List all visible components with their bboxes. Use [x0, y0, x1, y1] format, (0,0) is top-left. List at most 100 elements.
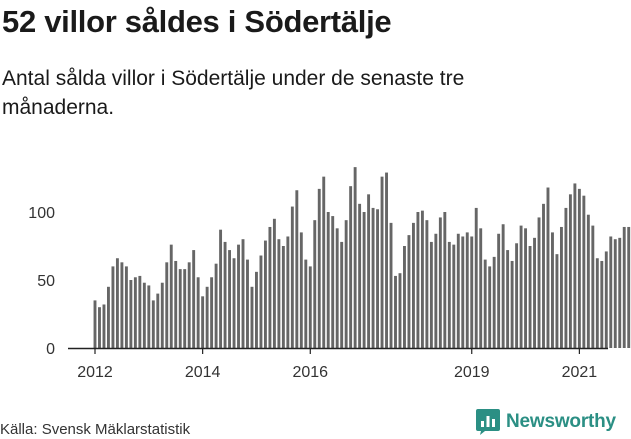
bar [107, 286, 110, 348]
bar [600, 260, 604, 348]
brand-logo[interactable]: Newsworthy [476, 409, 616, 435]
bar [165, 262, 169, 348]
bar [358, 203, 362, 348]
y-tick-label: 100 [28, 205, 55, 222]
bar [443, 212, 447, 348]
bar [178, 269, 182, 348]
bar [389, 222, 393, 348]
bar [559, 226, 563, 348]
bar [349, 186, 353, 348]
bar [438, 217, 442, 348]
x-tick-label: 2016 [292, 364, 328, 381]
bar [241, 239, 245, 348]
bar [515, 243, 519, 348]
bar [555, 254, 559, 348]
bar [609, 236, 613, 348]
y-tick-label: 50 [37, 273, 55, 290]
bar [434, 233, 438, 348]
bar [416, 212, 420, 348]
bar [335, 228, 339, 348]
bar [277, 239, 281, 348]
bar [613, 239, 617, 348]
bar [488, 266, 492, 348]
bar [470, 236, 474, 348]
x-tick-label: 2021 [562, 364, 598, 381]
bar [268, 226, 272, 348]
bar [232, 258, 236, 348]
bar [344, 220, 348, 348]
bar [308, 266, 312, 348]
bar [582, 195, 586, 348]
bar [317, 188, 321, 348]
bar [380, 176, 384, 348]
bar [304, 259, 308, 348]
bar [506, 250, 510, 348]
bar [537, 217, 541, 348]
bar [259, 255, 263, 348]
bar [124, 266, 128, 348]
source-note: Källa: Svensk Mäklarstatistik [0, 421, 191, 438]
bar [497, 233, 501, 348]
chart-title: 52 villor såldes i Södertälje [2, 4, 392, 39]
bar [546, 187, 550, 348]
bar [479, 228, 483, 348]
bar [533, 237, 536, 348]
bar [524, 228, 528, 348]
bar [420, 210, 424, 348]
bar [151, 300, 155, 348]
bar [281, 246, 285, 348]
bar [219, 229, 223, 348]
bar [228, 250, 231, 348]
bar [326, 212, 330, 348]
bar [183, 269, 187, 348]
bar [299, 232, 303, 348]
bar [160, 282, 164, 348]
bar [591, 225, 595, 348]
x-tick-label: 2014 [185, 364, 221, 381]
bar [586, 214, 590, 348]
bar [542, 203, 545, 348]
bar [353, 167, 357, 348]
bar [425, 220, 429, 348]
bar [115, 258, 119, 348]
bar [528, 246, 532, 348]
bar [385, 172, 388, 348]
bar [371, 207, 375, 348]
bar [595, 258, 599, 348]
chart-bars-icon [476, 409, 500, 435]
bar [111, 266, 115, 348]
y-axis-ticks: 0 50 100 [28, 205, 55, 358]
bar [461, 236, 465, 348]
bar [255, 271, 258, 348]
bar [138, 275, 142, 348]
brand-name: Newsworthy [506, 411, 616, 432]
bar [340, 241, 344, 348]
bar [196, 277, 200, 348]
bar [627, 226, 631, 348]
bar [568, 194, 572, 348]
bar [622, 226, 626, 348]
bar [156, 293, 160, 348]
bar [120, 262, 124, 348]
bar [411, 222, 415, 348]
bar [174, 260, 178, 348]
bar [573, 183, 577, 348]
bar [519, 225, 523, 348]
bar [501, 224, 505, 348]
bar [362, 212, 366, 348]
x-tick-label: 2019 [454, 364, 490, 381]
bar [564, 207, 568, 348]
bar [456, 233, 460, 348]
bar [98, 307, 101, 348]
bar [313, 220, 317, 348]
x-axis-ticks: 201220142016201920212023 [77, 348, 598, 381]
bar [398, 273, 402, 348]
bar [187, 262, 191, 348]
bar [295, 190, 299, 348]
bar [465, 232, 469, 348]
bar [429, 241, 433, 348]
bar [447, 241, 451, 348]
y-tick-label: 0 [46, 341, 55, 358]
bar [290, 206, 294, 348]
